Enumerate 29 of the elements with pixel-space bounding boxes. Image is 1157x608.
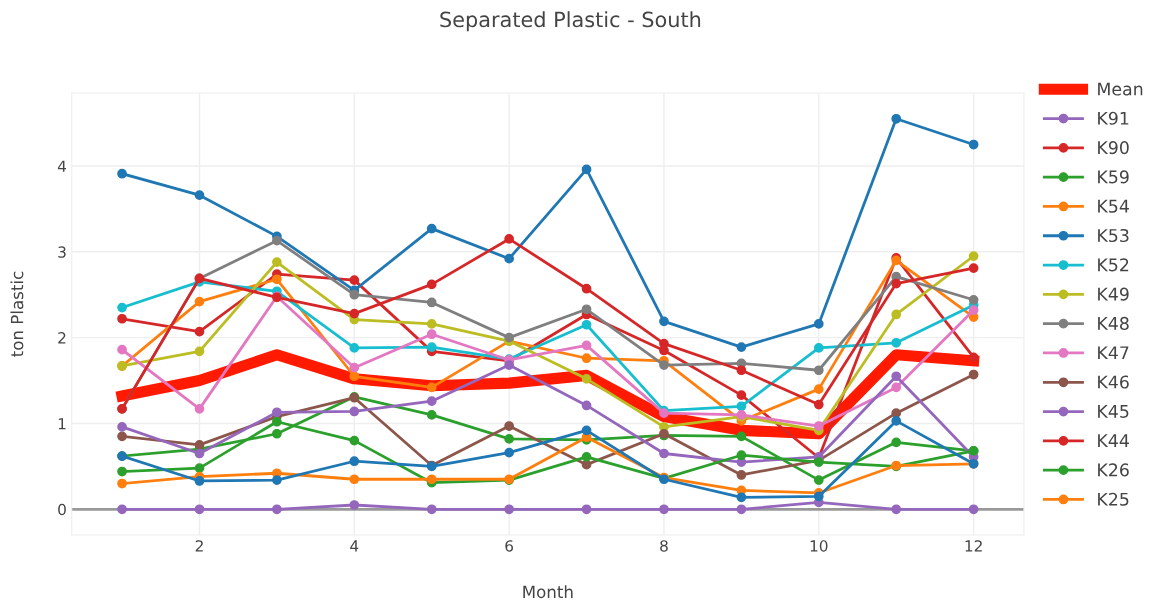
y-tick-label: 2: [58, 332, 66, 344]
x-tick-label: 4: [350, 540, 359, 552]
legend-label: K46: [1098, 375, 1129, 389]
y-tick-label: 3: [58, 246, 66, 258]
y-tick-label: 1: [58, 418, 66, 430]
x-tick-label: 12: [965, 540, 982, 552]
legend-label: K25: [1098, 492, 1129, 506]
chart-title: Separated Plastic - South: [440, 11, 701, 32]
x-tick-label: 2: [195, 540, 203, 552]
y-axis-title: ton Plastic: [10, 271, 24, 357]
x-tick-label: 8: [660, 540, 668, 552]
legend-label: K49: [1098, 287, 1129, 301]
legend-label: K45: [1098, 404, 1129, 418]
legend-label: K54: [1098, 199, 1129, 213]
legend-label: K91: [1098, 111, 1129, 125]
x-axis-title: Month: [523, 585, 573, 599]
x-tick-label: 6: [505, 540, 514, 552]
legend-label: K53: [1098, 228, 1129, 243]
legend-label: K59: [1098, 170, 1129, 184]
y-tick-label: 0: [58, 503, 66, 516]
legend-label: Mean: [1098, 82, 1143, 96]
x-tick-label: 10: [810, 540, 828, 552]
y-tick-label: 4: [57, 160, 67, 172]
legend-label: K52: [1098, 258, 1129, 272]
legend-label: K44: [1098, 434, 1129, 447]
legend-label: K48: [1098, 316, 1129, 330]
legend-label: K47: [1098, 346, 1129, 360]
legend-label: K90: [1098, 141, 1129, 155]
legend-label: K26: [1098, 463, 1129, 477]
